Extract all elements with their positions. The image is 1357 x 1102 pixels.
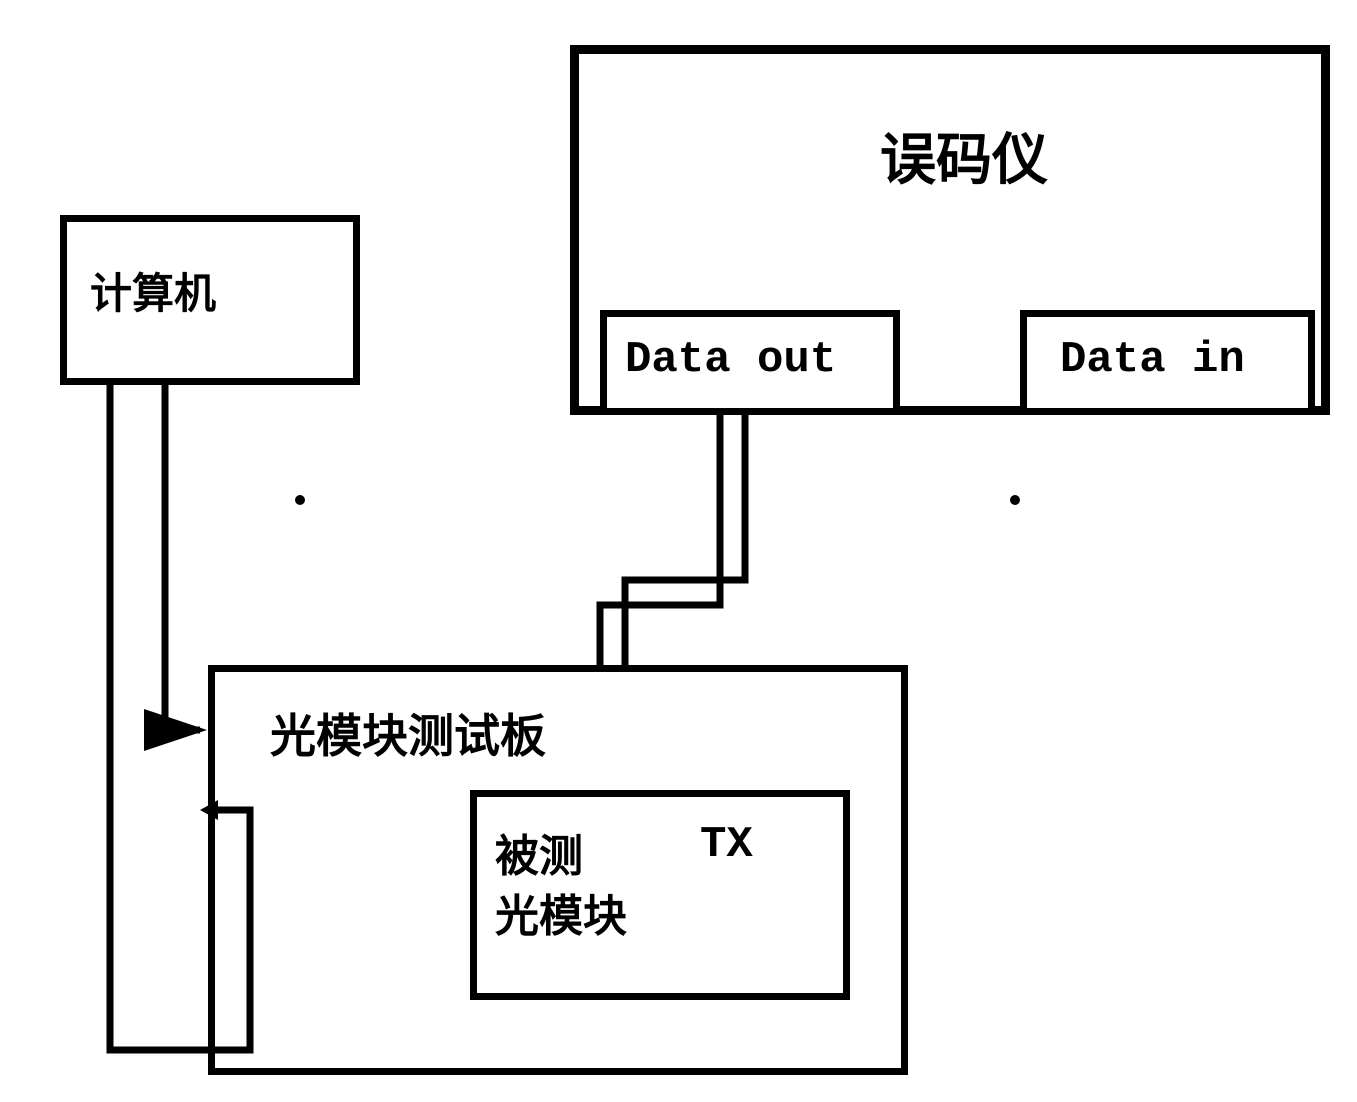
test-board-label: 光模块测试板 — [270, 700, 546, 766]
dut-module-label-2: 光模块 — [495, 880, 627, 944]
dut-module-label-1b: TX — [700, 820, 753, 870]
diagram-canvas: 误码仪 Data out Data in 计算机 光模块测试板 被测 TX 光模… — [0, 0, 1357, 1102]
dut-module-label-1a: 被测 — [495, 820, 583, 884]
dot-1 — [295, 495, 305, 505]
line-computer-to-board-upper — [165, 385, 200, 730]
line-dataout-to-board — [600, 415, 720, 665]
data-in-label: Data in — [1060, 335, 1245, 385]
dot-2 — [1010, 495, 1020, 505]
computer-label: 计算机 — [90, 260, 216, 321]
line-dataout-to-board-2 — [625, 415, 745, 665]
data-out-label: Data out — [625, 335, 836, 385]
ber-tester-label: 误码仪 — [880, 115, 1048, 196]
